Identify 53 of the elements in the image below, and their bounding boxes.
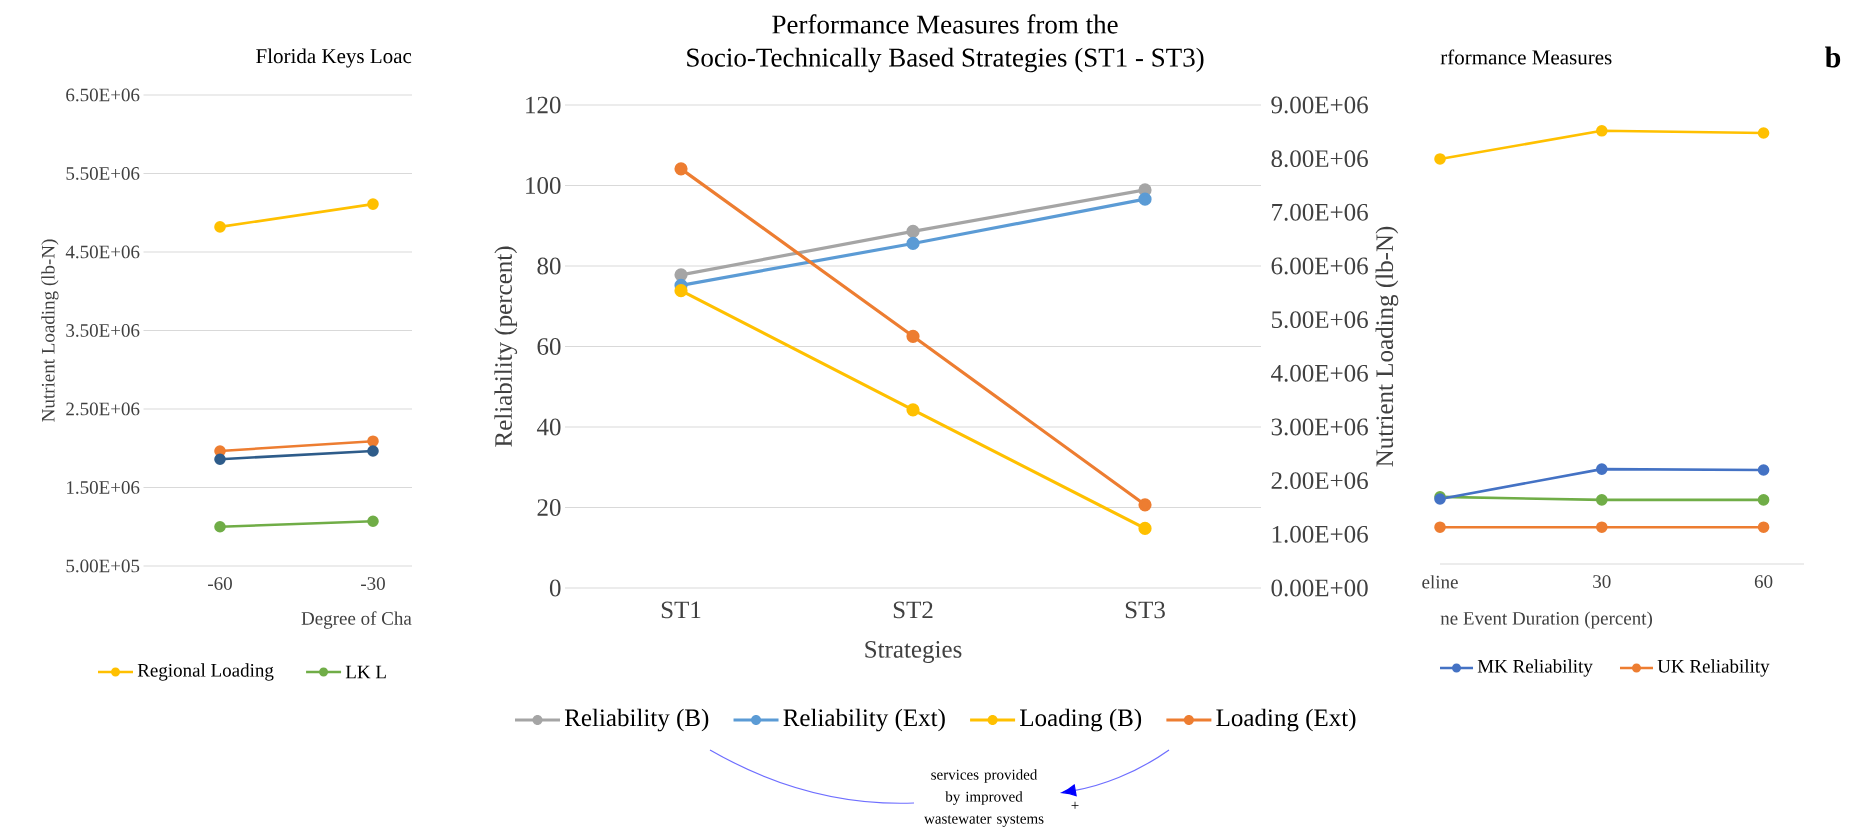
x-tick-label: ST3 (1125, 601, 1165, 619)
y-tick-label: 2.50E+06 (66, 402, 140, 416)
y-tick-label: 3.50E+06 (66, 324, 140, 337)
y-tick-label: 80 (537, 257, 561, 275)
y-axis-title: Reliability (percent) (494, 246, 518, 447)
y2-tick-label: 7.00E+06 (1272, 203, 1368, 221)
text: services provided by improved wastewater systems (924, 769, 1044, 827)
x-tick-label: -30 (361, 577, 385, 590)
y-axis-title: Nutrient Loading (lb-N) (41, 239, 59, 422)
y-tick-label: 1.50E+06 (67, 481, 140, 494)
y-tick-label: 100 (526, 177, 561, 194)
x-tick-label: eline (1422, 575, 1458, 589)
legend-label: Reliability (B) (564, 708, 709, 732)
x-tick-label: ST2 (893, 601, 933, 619)
legend-label: UK Reliability (1657, 659, 1770, 677)
x-axis-title: ne Event Duration (percent) (1440, 611, 1653, 629)
y2-tick-label: 0.00E+00 (1271, 579, 1368, 597)
y-tick-label: 5.50E+06 (66, 167, 140, 180)
y-tick-label: 120 (526, 96, 561, 114)
x-axis-title: Strategies (865, 641, 962, 663)
y2-tick-label: 4.00E+06 (1271, 364, 1368, 382)
y-tick-label: 40 (536, 418, 561, 436)
legend-label: Loading (Ext) (1216, 708, 1356, 732)
legend-label: Regional Loading (137, 663, 274, 681)
legend-label: Reliability (Ext) (783, 708, 945, 732)
y2-tick-label: 5.00E+06 (1272, 311, 1368, 329)
y-tick-label: 4.50E+06 (65, 245, 140, 259)
y-tick-label: 20 (537, 499, 561, 516)
chart-title: Florida Keys Loac (256, 48, 412, 68)
chart-title: Performance Measures from the (772, 14, 1118, 34)
chart-subtitle: Socio-Technically Based Strategies (ST1 - ST3) (687, 47, 1204, 73)
y-tick-label: 5.00E+05 (66, 559, 140, 573)
x-tick-label: ST1 (661, 601, 701, 619)
legend-label: Loading (B) (1020, 708, 1142, 732)
y2-axis-title: Nutrient Loading (lb-N) (1375, 226, 1399, 467)
x-tick-label: -60 (208, 577, 232, 590)
y2-tick-label: 9.00E+06 (1271, 96, 1368, 114)
x-tick-label: 60 (1754, 575, 1773, 588)
y2-tick-label: 1.00E+06 (1272, 525, 1368, 543)
x-axis-title: Degree of Cha (301, 611, 412, 629)
y2-tick-label: 6.00E+06 (1271, 257, 1368, 275)
chart-title: rformance Measures (1440, 49, 1612, 65)
y-tick-label: 60 (537, 338, 561, 355)
legend-label: MK Reliability (1477, 659, 1593, 677)
x-tick-label: 30 (1593, 575, 1611, 588)
text: b (1825, 46, 1841, 68)
y2-tick-label: 3.00E+06 (1271, 418, 1368, 436)
text: + (1071, 801, 1079, 809)
legend-label: LK L (345, 665, 386, 679)
y-tick-label: 0 (549, 579, 561, 597)
y-tick-label: 6.50E+06 (66, 88, 140, 102)
y2-tick-label: 8.00E+06 (1271, 150, 1368, 168)
y2-tick-label: 2.00E+06 (1271, 472, 1368, 490)
